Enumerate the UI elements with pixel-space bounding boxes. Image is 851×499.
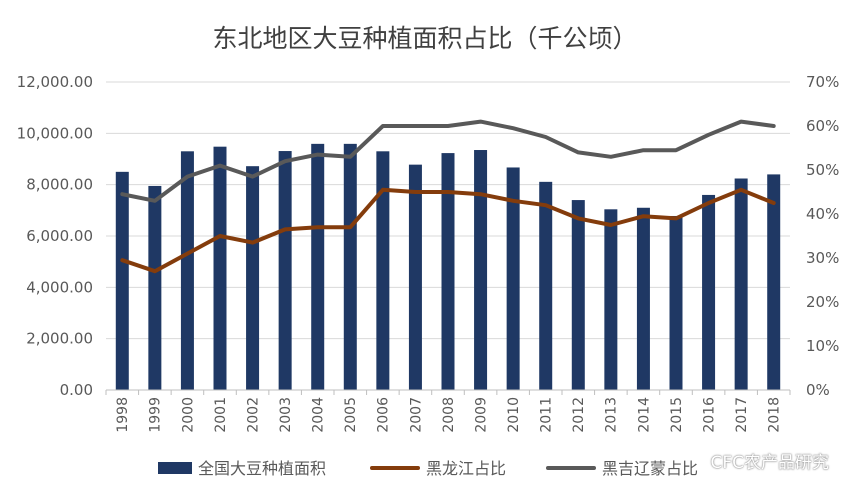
y-right-tick-label: 30%	[806, 249, 839, 267]
legend-label: 全国大豆种植面积	[198, 459, 326, 478]
x-tick-label: 2005	[343, 397, 359, 433]
bar	[246, 166, 260, 390]
y-left-tick-label: 2,000.00	[26, 330, 93, 348]
axes: 0.00 2,000.00 4,000.00 6,000.00 8,000.00 10,0…	[17, 73, 840, 433]
bar	[278, 151, 292, 390]
y-left-tick-label: 0.00	[60, 381, 93, 399]
x-tick-label: 2009	[473, 397, 489, 433]
bar	[115, 171, 129, 390]
bar	[311, 143, 325, 390]
y-right-tick-label: 0%	[806, 381, 830, 399]
chart-title: 东北地区大豆种植面积占比（千公顷）	[212, 24, 637, 53]
y-right-tick-label: 40%	[806, 205, 839, 223]
x-tick-label: 2015	[669, 397, 685, 433]
bar	[539, 181, 553, 390]
bar	[213, 146, 227, 390]
watermark: CFC农产品研究	[710, 453, 829, 473]
bar	[604, 209, 618, 390]
x-tick-label: 2011	[539, 397, 555, 433]
x-tick-label: 2014	[636, 397, 652, 433]
y-right-tick-label: 20%	[806, 293, 839, 311]
bar	[506, 167, 520, 390]
legend: 全国大豆种植面积 黑龙江占比 黑吉辽蒙占比	[158, 459, 698, 478]
bar	[474, 150, 488, 390]
x-tick-label: 2017	[734, 397, 750, 433]
y-right-tick-label: 60%	[806, 117, 839, 135]
x-tick-label: 2016	[701, 397, 717, 433]
x-tick-label: 2004	[311, 397, 327, 433]
bar-series	[115, 143, 781, 390]
x-tick-label: 2006	[376, 397, 392, 433]
y-right-tick-label: 50%	[806, 161, 839, 179]
y-right-tick-label: 10%	[806, 337, 839, 355]
bar	[376, 151, 390, 390]
x-tick-label: 2000	[180, 397, 196, 433]
x-tick-label: 2010	[506, 397, 522, 433]
bar	[702, 194, 716, 390]
legend-label: 黑龙江占比	[426, 459, 506, 478]
y-left-tick-label: 12,000.00	[17, 73, 93, 91]
x-tick-label: 1998	[115, 397, 131, 433]
x-tick-label: 2002	[245, 397, 261, 433]
y-left-tick-label: 8,000.00	[26, 176, 93, 194]
series-line	[120, 187, 776, 274]
bar	[734, 178, 748, 390]
bar	[571, 200, 585, 390]
x-tick-label: 2008	[441, 397, 457, 433]
line-series	[120, 119, 776, 274]
x-tick-label: 2001	[213, 397, 229, 433]
x-tick-label: 2007	[408, 397, 424, 433]
bar	[148, 185, 162, 390]
y-left-tick-label: 4,000.00	[26, 278, 93, 296]
bar	[441, 153, 455, 390]
bar	[767, 174, 781, 390]
y-left-tick-label: 10,000.00	[17, 124, 93, 142]
bar	[636, 207, 650, 390]
y-left-tick-label: 6,000.00	[26, 227, 93, 245]
bar	[180, 151, 194, 390]
bar	[343, 143, 357, 390]
bar	[408, 164, 422, 390]
legend-swatch-bar	[158, 462, 192, 474]
x-tick-label: 2012	[571, 397, 587, 433]
x-tick-label: 2018	[767, 397, 783, 433]
y-right-tick-label: 70%	[806, 73, 839, 91]
bar	[669, 215, 683, 390]
x-tick-label: 2013	[604, 397, 620, 433]
x-tick-label: 2003	[278, 397, 294, 433]
x-tick-label: 1999	[148, 397, 164, 433]
series-line	[120, 119, 776, 203]
legend-label: 黑吉辽蒙占比	[602, 459, 698, 478]
